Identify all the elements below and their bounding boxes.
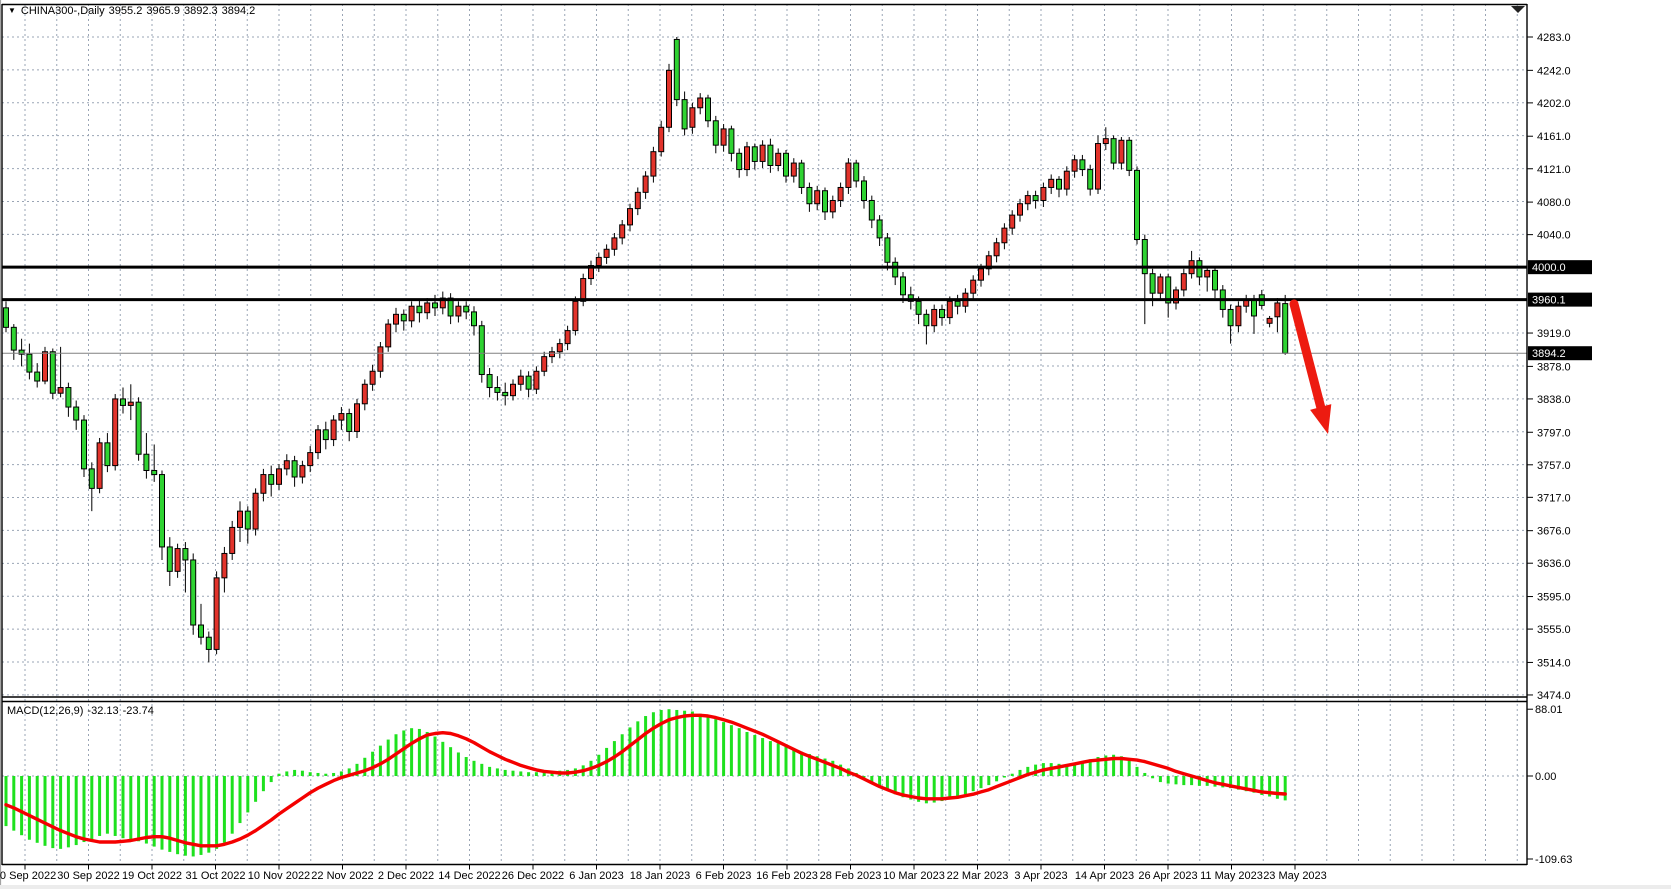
price-axis-label: 3555.0 (1537, 624, 1571, 636)
time-axis-label: 10 Mar 2023 (883, 870, 945, 882)
price-axis[interactable]: 4283.0 4242.0 4202.0 4161.0 4121.0 4080.0 4040… (1527, 32, 1592, 702)
time-axis-label: 16 Feb 2023 (756, 870, 818, 882)
trend-arrow[interactable] (1289, 299, 1332, 434)
ohlc-low: 3892.3 (183, 5, 218, 17)
price-axis-label: 3474.0 (1537, 690, 1571, 702)
price-axis-label: 4283.0 (1537, 32, 1571, 44)
price-axis-label: 3717.0 (1537, 492, 1571, 504)
time-axis-label: 23 May 2023 (1263, 870, 1327, 882)
time-axis[interactable]: 20 Sep 2022 30 Sep 2022 19 Oct 2022 31 Oct … (0, 864, 1327, 883)
chart-shift-marker[interactable] (1511, 6, 1525, 13)
price-axis-label: 3919.0 (1537, 328, 1571, 340)
time-axis-label: 18 Jan 2023 (630, 870, 691, 882)
macd-axis-label: 0.00 (1535, 771, 1556, 783)
price-tag-4000.0 (1528, 260, 1592, 275)
macd-axis-label: -109.63 (1535, 854, 1572, 866)
macd-signal-value: -23.74 (122, 705, 154, 717)
time-axis-label: 2 Dec 2022 (378, 870, 434, 882)
time-axis-label: 3 Apr 2023 (1014, 870, 1067, 882)
ohlc-close: 3894.2 (221, 5, 256, 17)
macd-value: -32.13 (87, 705, 119, 717)
time-axis-label: 10 Nov 2022 (248, 870, 310, 882)
macd-axis[interactable]: 88.01 0.00 -109.63 (1527, 704, 1572, 866)
price-axis-label: 3757.0 (1537, 460, 1571, 472)
time-axis-label: 20 Sep 2022 (0, 870, 56, 882)
time-axis-label: 14 Dec 2022 (438, 870, 500, 882)
price-tag-label: 4000.0 (1532, 262, 1566, 274)
price-axis-label: 4202.0 (1537, 98, 1571, 110)
price-axis-label: 3838.0 (1537, 394, 1571, 406)
price-axis-label: 4121.0 (1537, 164, 1571, 176)
macd-axis-label: 88.01 (1535, 704, 1563, 716)
time-axis-label: 28 Feb 2023 (820, 870, 882, 882)
price-axis-label: 3797.0 (1537, 427, 1571, 439)
time-axis-label: 6 Jan 2023 (569, 870, 623, 882)
time-axis-label: 26 Apr 2023 (1138, 870, 1197, 882)
price-axis-label: 3595.0 (1537, 592, 1571, 604)
price-axis-label: 3514.0 (1537, 657, 1571, 669)
time-axis-label: 19 Oct 2022 (122, 870, 182, 882)
candles-layer (3, 37, 1289, 663)
symbol-period-label: CHINA300-,Daily (20, 5, 105, 17)
chart-title-bar: ▼ CHINA300-,Daily 3955.2 3965.9 3892.3 3894.2 (8, 5, 259, 17)
time-axis-label: 26 Dec 2022 (502, 870, 564, 882)
price-axis-label: 3636.0 (1537, 558, 1571, 570)
time-axis-label: 22 Mar 2023 (947, 870, 1009, 882)
price-axis-label: 4040.0 (1537, 230, 1571, 242)
time-axis-label: 6 Feb 2023 (696, 870, 752, 882)
time-axis-label: 22 Nov 2022 (311, 870, 373, 882)
macd-signal-line (4, 713, 1287, 848)
macd-indicator-label: MACD(12,26,9) -32.13 -23.74 (7, 705, 158, 717)
price-axis-label: 4242.0 (1537, 65, 1571, 77)
price-tag-label: 3894.2 (1532, 348, 1566, 360)
price-tag-3960.1 (1528, 292, 1592, 307)
time-axis-label: 14 Apr 2023 (1075, 870, 1134, 882)
ohlc-high: 3965.9 (146, 5, 180, 17)
ohlc-open: 3955.2 (108, 5, 143, 17)
time-axis-label: 11 May 2023 (1200, 870, 1263, 882)
macd-name: MACD(12,26,9) (7, 705, 84, 717)
time-axis-label: 31 Oct 2022 (186, 870, 246, 882)
symbol-dropdown-icon[interactable]: ▼ (8, 6, 16, 15)
price-axis-label: 4080.0 (1537, 197, 1571, 209)
price-tag-label: 3960.1 (1532, 295, 1566, 307)
price-axis-label: 3878.0 (1537, 361, 1571, 373)
price-tag-3894.2 (1528, 346, 1592, 361)
time-axis-label: 30 Sep 2022 (57, 870, 119, 882)
price-axis-label: 3676.0 (1537, 526, 1571, 538)
macd-histogram (4, 709, 1287, 857)
price-axis-label: 4161.0 (1537, 131, 1571, 143)
